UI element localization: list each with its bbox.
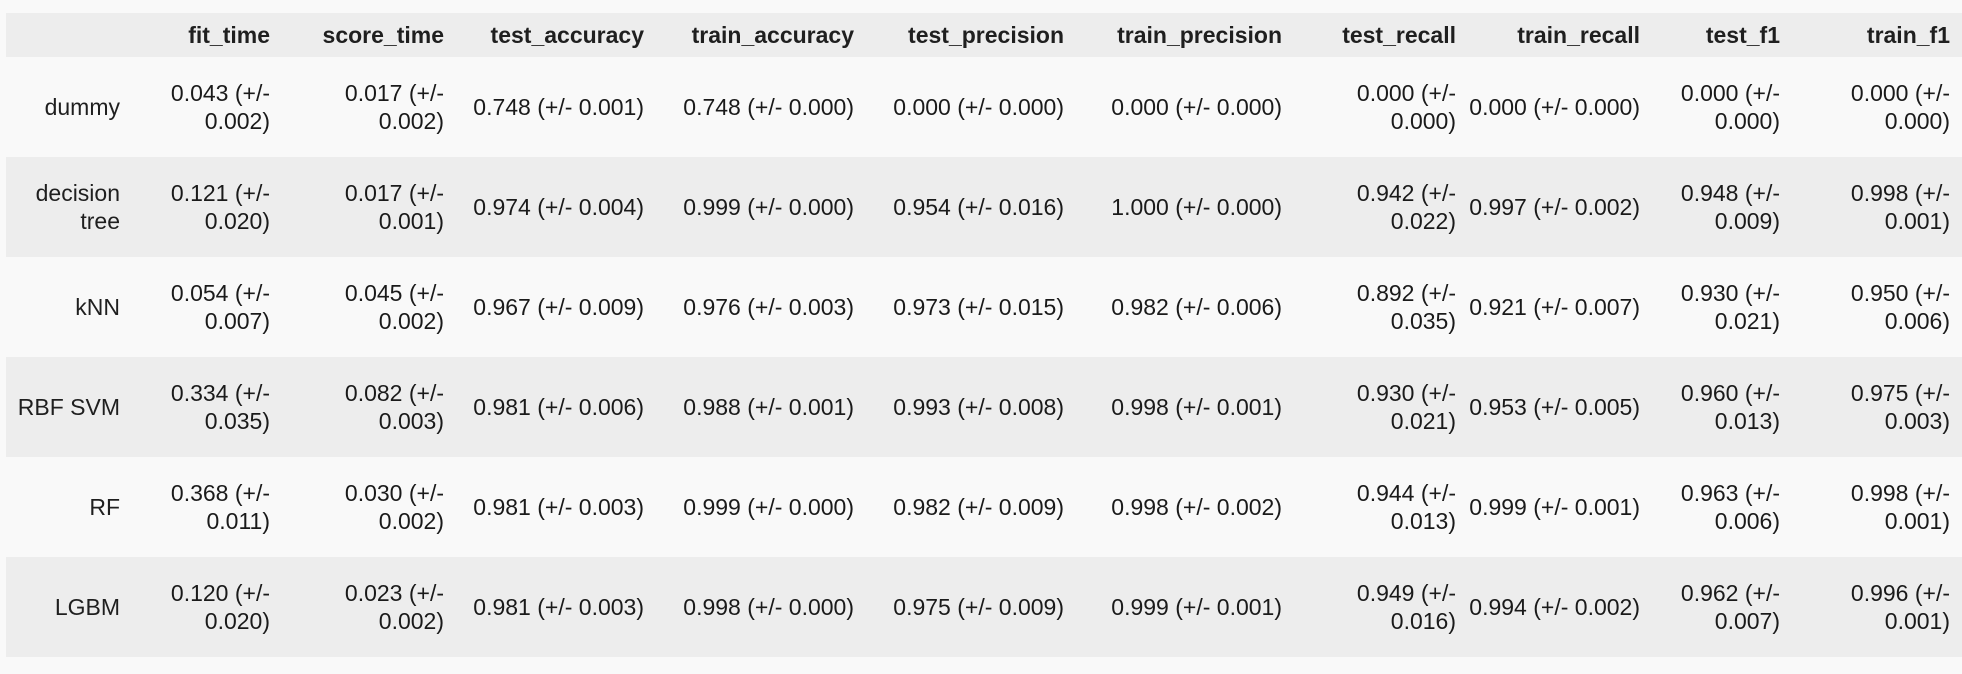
row-label: LGBM	[54, 594, 120, 620]
table-cell: 0.998 (+/- 0.000)	[683, 594, 854, 620]
table-cell: 0.949 (+/- 0.016)	[1356, 580, 1456, 634]
table-cell: 0.748 (+/- 0.000)	[683, 94, 854, 120]
table-cell: 0.967 (+/- 0.009)	[473, 294, 644, 320]
column-header-train-accuracy: train_accuracy	[691, 22, 854, 48]
column-header-train-precision: train_precision	[1117, 22, 1282, 48]
table-cell: 0.998 (+/- 0.002)	[1111, 494, 1282, 520]
table-cell: 0.000 (+/- 0.000)	[893, 94, 1064, 120]
table-cell: 0.000 (+/- 0.000)	[1356, 80, 1456, 134]
column-header-test-accuracy: test_accuracy	[490, 22, 644, 48]
column-header-test-f1: test_f1	[1705, 22, 1780, 48]
table-cell: 0.000 (+/- 0.000)	[1680, 80, 1780, 134]
row-label: dummy	[44, 94, 120, 120]
table-cell: 0.974 (+/- 0.004)	[473, 194, 644, 220]
table-cell: 0.998 (+/- 0.001)	[1850, 480, 1950, 534]
table-row: decision tree 0.121 (+/- 0.020) 0.017 (+…	[6, 157, 1962, 257]
table-cell: 0.998 (+/- 0.001)	[1850, 180, 1950, 234]
table-cell: 0.999 (+/- 0.000)	[683, 194, 854, 220]
cross-validation-results-table: fit_time score_time test_accuracy train_…	[6, 13, 1962, 657]
table-cell: 0.982 (+/- 0.009)	[893, 494, 1064, 520]
column-header-test-precision: test_precision	[908, 22, 1064, 48]
table-cell: 0.960 (+/- 0.013)	[1680, 380, 1780, 434]
row-label: RF	[89, 494, 120, 520]
table-cell: 0.954 (+/- 0.016)	[893, 194, 1064, 220]
table-cell: 0.973 (+/- 0.015)	[893, 294, 1064, 320]
column-header-index	[6, 13, 132, 57]
table-cell: 0.998 (+/- 0.001)	[1111, 394, 1282, 420]
table-row: RBF SVM 0.334 (+/- 0.035) 0.082 (+/- 0.0…	[6, 357, 1962, 457]
table-row: RF 0.368 (+/- 0.011) 0.030 (+/- 0.002) 0…	[6, 457, 1962, 557]
table-cell: 0.982 (+/- 0.006)	[1111, 294, 1282, 320]
table-cell: 0.975 (+/- 0.003)	[1850, 380, 1950, 434]
table-cell: 0.017 (+/- 0.001)	[344, 180, 444, 234]
table-cell: 0.963 (+/- 0.006)	[1680, 480, 1780, 534]
table-cell: 0.054 (+/- 0.007)	[170, 280, 270, 334]
table-cell: 0.981 (+/- 0.003)	[473, 494, 644, 520]
table-cell: 0.082 (+/- 0.003)	[344, 380, 444, 434]
table-cell: 0.976 (+/- 0.003)	[683, 294, 854, 320]
table-cell: 0.981 (+/- 0.006)	[473, 394, 644, 420]
table-cell: 0.000 (+/- 0.000)	[1111, 94, 1282, 120]
table-cell: 0.981 (+/- 0.003)	[473, 594, 644, 620]
table-cell: 0.023 (+/- 0.002)	[344, 580, 444, 634]
table-cell: 0.930 (+/- 0.021)	[1680, 280, 1780, 334]
table-cell: 0.930 (+/- 0.021)	[1356, 380, 1456, 434]
table-cell: 0.948 (+/- 0.009)	[1680, 180, 1780, 234]
table-cell: 0.942 (+/- 0.022)	[1356, 180, 1456, 234]
column-header-train-f1: train_f1	[1866, 22, 1950, 48]
table-cell: 0.892 (+/- 0.035)	[1356, 280, 1456, 334]
column-header-score-time: score_time	[322, 22, 444, 48]
table-cell: 0.000 (+/- 0.000)	[1850, 80, 1950, 134]
column-header-train-recall: train_recall	[1517, 22, 1640, 48]
table-row: dummy 0.043 (+/- 0.002) 0.017 (+/- 0.002…	[6, 57, 1962, 157]
table-cell: 0.953 (+/- 0.005)	[1469, 394, 1640, 420]
table-header-row: fit_time score_time test_accuracy train_…	[6, 13, 1962, 57]
table-cell: 0.043 (+/- 0.002)	[170, 80, 270, 134]
table-cell: 0.999 (+/- 0.000)	[683, 494, 854, 520]
table-cell: 0.334 (+/- 0.035)	[170, 380, 270, 434]
table-row: kNN 0.054 (+/- 0.007) 0.045 (+/- 0.002) …	[6, 257, 1962, 357]
table-cell: 0.997 (+/- 0.002)	[1469, 194, 1640, 220]
table-cell: 0.962 (+/- 0.007)	[1680, 580, 1780, 634]
table-cell: 0.988 (+/- 0.001)	[683, 394, 854, 420]
column-header-fit-time: fit_time	[188, 22, 270, 48]
table-cell: 0.017 (+/- 0.002)	[344, 80, 444, 134]
row-label: decision tree	[35, 180, 120, 234]
table-cell: 0.030 (+/- 0.002)	[344, 480, 444, 534]
table-cell: 0.999 (+/- 0.001)	[1111, 594, 1282, 620]
table-cell: 0.045 (+/- 0.002)	[344, 280, 444, 334]
table-cell: 0.000 (+/- 0.000)	[1469, 94, 1640, 120]
table-cell: 0.993 (+/- 0.008)	[893, 394, 1064, 420]
table-cell: 0.121 (+/- 0.020)	[170, 180, 270, 234]
table-cell: 0.368 (+/- 0.011)	[170, 480, 270, 534]
row-label: RBF SVM	[17, 394, 120, 420]
table-cell: 0.120 (+/- 0.020)	[170, 580, 270, 634]
table-cell: 0.748 (+/- 0.001)	[473, 94, 644, 120]
column-header-test-recall: test_recall	[1342, 22, 1456, 48]
table-cell: 1.000 (+/- 0.000)	[1111, 194, 1282, 220]
table-cell: 0.975 (+/- 0.009)	[893, 594, 1064, 620]
table-row: LGBM 0.120 (+/- 0.020) 0.023 (+/- 0.002)…	[6, 557, 1962, 657]
table-cell: 0.999 (+/- 0.001)	[1469, 494, 1640, 520]
table-cell: 0.994 (+/- 0.002)	[1469, 594, 1640, 620]
results-table-container: fit_time score_time test_accuracy train_…	[6, 13, 1962, 657]
table-cell: 0.944 (+/- 0.013)	[1356, 480, 1456, 534]
table-cell: 0.996 (+/- 0.001)	[1850, 580, 1950, 634]
row-label: kNN	[75, 294, 120, 320]
table-cell: 0.921 (+/- 0.007)	[1469, 294, 1640, 320]
table-cell: 0.950 (+/- 0.006)	[1850, 280, 1950, 334]
